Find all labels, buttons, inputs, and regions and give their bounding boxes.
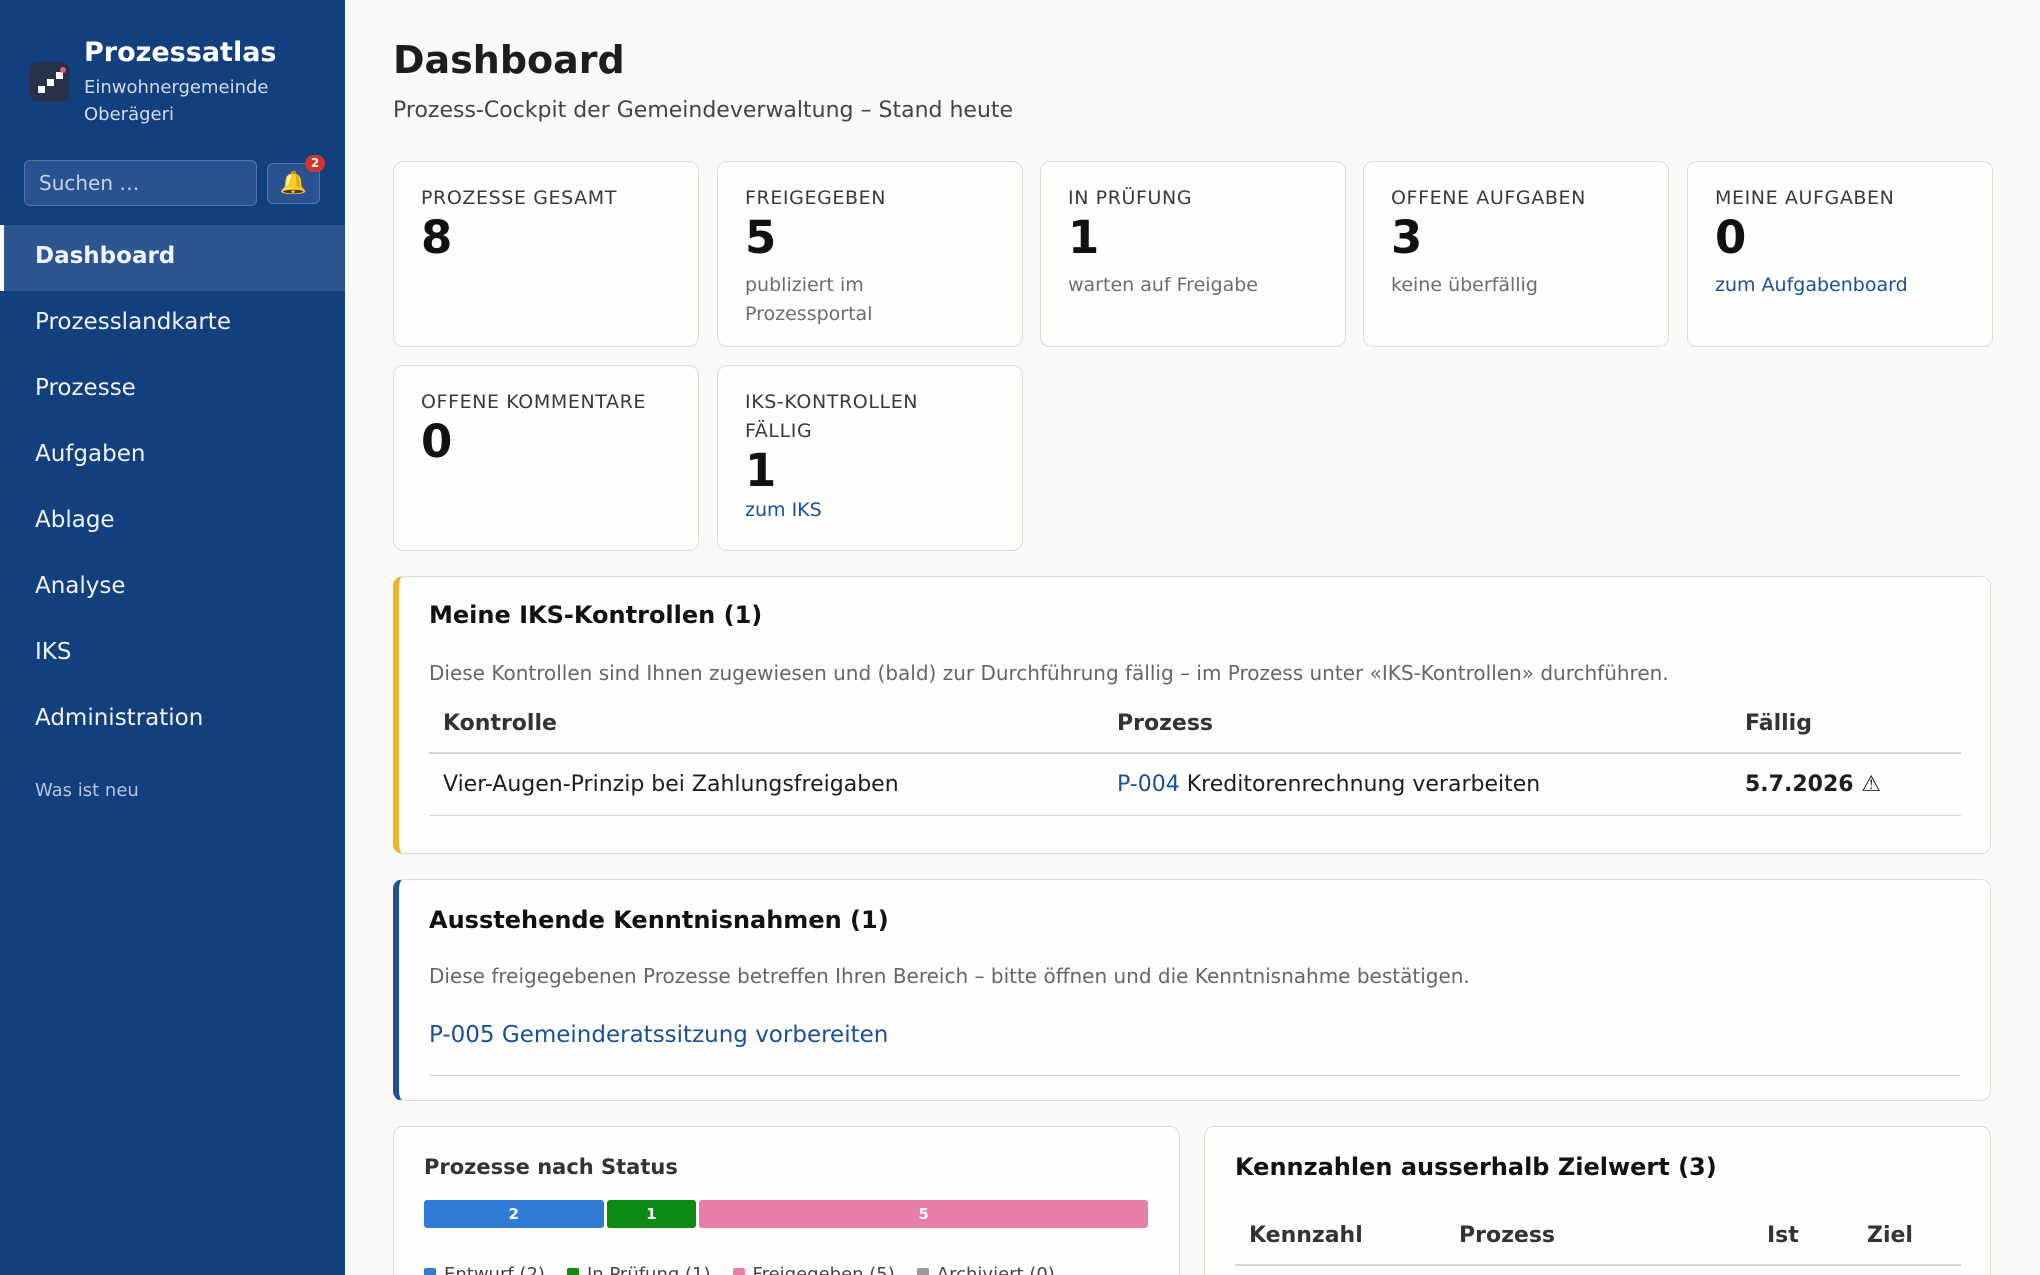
- nav-item-administration[interactable]: Administration: [35, 705, 204, 731]
- kpi-card-iks-kontrollen[interactable]: IKS-KONTROLLEN FÄLLIG 1 zum IKS: [717, 365, 1023, 551]
- nav-item-aufgaben[interactable]: Aufgaben: [35, 441, 146, 467]
- brand[interactable]: Prozessatlas Einwohnergemeinde Oberägeri: [30, 36, 304, 128]
- legend-item: In Prüfung (1): [567, 1264, 711, 1275]
- kontrolle-cell: Vier-Augen-Prinzip bei Zahlungsfreigaben: [429, 753, 1103, 816]
- kpi-card-offene-aufgaben[interactable]: OFFENE AUFGABEN 3 keine überfällig: [1363, 161, 1669, 347]
- nav-item-ablage[interactable]: Ablage: [35, 507, 115, 533]
- table-row[interactable]: Vier-Augen-Prinzip bei Zahlungsfreigaben…: [429, 753, 1961, 816]
- kpi-value: 1: [1068, 211, 1100, 264]
- kpi-value: 3: [1391, 211, 1423, 264]
- process-name: Kreditorenrechnung verarbeiten: [1186, 771, 1541, 797]
- kpi-label: OFFENE KOMMENTARE: [421, 391, 646, 413]
- legend-item: Freigegeben (5): [733, 1264, 895, 1275]
- page-title: Dashboard: [393, 38, 625, 82]
- kpi-label: PROZESSE GESAMT: [421, 187, 617, 209]
- legend-item: Archiviert (0): [917, 1264, 1055, 1275]
- kpi-card-offene-kommentare[interactable]: OFFENE KOMMENTARE 0: [393, 365, 699, 551]
- kpi-value: 5: [745, 211, 777, 264]
- kpi-value: 0: [421, 415, 453, 468]
- search-input[interactable]: [24, 160, 257, 206]
- notification-badge: 2: [305, 155, 325, 172]
- acknowledgement-process-link[interactable]: P-005 Gemeinderatssitzung vorbereiten: [429, 1022, 889, 1048]
- kpi-card-freigegeben[interactable]: FREIGEGEBEN 5 publiziert im Prozessporta…: [717, 161, 1023, 347]
- column-header-kennzahl[interactable]: Kennzahl: [1235, 1207, 1445, 1266]
- kpi-card-prozesse-gesamt[interactable]: PROZESSE GESAMT 8: [393, 161, 699, 347]
- status-legend: Entwurf (2) In Prüfung (1) Freigegeben (5)…: [424, 1264, 1055, 1275]
- column-header-prozess[interactable]: Prozess: [1103, 695, 1731, 754]
- column-header-faellig[interactable]: Fällig: [1731, 695, 1961, 754]
- nav-item-prozesslandkarte[interactable]: Prozesslandkarte: [35, 309, 231, 335]
- kpi-card-in-pruefung[interactable]: IN PRÜFUNG 1 warten auf Freigabe: [1040, 161, 1346, 347]
- nav-item-prozesse[interactable]: Prozesse: [35, 375, 136, 401]
- whats-new-link[interactable]: Was ist neu: [35, 780, 139, 801]
- kpi-label: FREIGEGEBEN: [745, 187, 887, 209]
- kpi-note: publiziert im Prozessportal: [745, 274, 873, 325]
- status-segment[interactable]: 2: [424, 1200, 604, 1228]
- column-header-kontrolle[interactable]: Kontrolle: [429, 695, 1103, 754]
- column-header-ist[interactable]: Ist: [1753, 1207, 1853, 1266]
- nav-item-dashboard[interactable]: Dashboard: [0, 225, 345, 291]
- nav-item-iks[interactable]: IKS: [35, 639, 72, 665]
- iks-link[interactable]: zum IKS: [745, 499, 822, 521]
- kpi-value: 8: [421, 211, 453, 264]
- nav-item-analyse[interactable]: Analyse: [35, 573, 126, 599]
- iks-panel-title: Meine IKS-Kontrollen (1): [429, 601, 763, 629]
- bell-icon: 🔔: [279, 171, 308, 196]
- column-header-prozess[interactable]: Prozess: [1445, 1207, 1753, 1266]
- app-logo-icon: [30, 62, 70, 102]
- main-nav: Dashboard Prozesslandkarte Prozesse Aufg…: [0, 225, 345, 753]
- column-header-ziel[interactable]: Ziel: [1853, 1207, 1961, 1266]
- page-subtitle: Prozess-Cockpit der Gemeindeverwaltung –…: [393, 98, 1014, 123]
- acknowledgements-panel: Ausstehende Kenntnisnahmen (1) Diese fre…: [393, 879, 1991, 1101]
- status-segment[interactable]: 1: [606, 1200, 697, 1228]
- sidebar: Prozessatlas Einwohnergemeinde Oberägeri…: [0, 0, 345, 1275]
- app-subtitle: Einwohnergemeinde Oberägeri: [84, 77, 269, 125]
- status-card-title: Prozesse nach Status: [424, 1155, 678, 1179]
- iks-table: Kontrolle Prozess Fällig Vier-Augen-Prin…: [429, 695, 1961, 816]
- kpi-value: 1: [745, 444, 777, 497]
- status-segment[interactable]: 5: [699, 1200, 1148, 1228]
- kennzahlen-title: Kennzahlen ausserhalb Zielwert (3): [1235, 1153, 1717, 1181]
- acknowledgements-description: Diese freigegebenen Prozesse betreffen I…: [429, 964, 1470, 988]
- divider: [429, 1075, 1961, 1076]
- kpi-note: warten auf Freigabe: [1068, 274, 1258, 296]
- kpi-card-meine-aufgaben[interactable]: MEINE AUFGABEN 0 zum Aufgabenboard: [1687, 161, 1993, 347]
- kpi-label: IN PRÜFUNG: [1068, 187, 1193, 209]
- kpi-label: IKS-KONTROLLEN FÄLLIG: [745, 391, 919, 442]
- kpi-note: keine überfällig: [1391, 274, 1538, 296]
- kpi-label: OFFENE AUFGABEN: [1391, 187, 1586, 209]
- kennzahlen-table: Kennzahl Prozess Ist Ziel: [1235, 1207, 1961, 1266]
- iks-panel: Meine IKS-Kontrollen (1) Diese Kontrolle…: [393, 576, 1991, 854]
- notifications-button[interactable]: 🔔 2: [267, 155, 325, 204]
- iks-panel-description: Diese Kontrollen sind Ihnen zugewiesen u…: [429, 661, 1669, 685]
- prozess-cell: P-004 Kreditorenrechnung verarbeiten: [1103, 753, 1731, 816]
- process-link[interactable]: P-004: [1117, 771, 1180, 797]
- kennzahlen-card: Kennzahlen ausserhalb Zielwert (3) Kennz…: [1204, 1126, 1991, 1275]
- due-date-cell: 5.7.2026 ⚠: [1731, 753, 1961, 816]
- legend-item: Entwurf (2): [424, 1264, 545, 1275]
- kpi-value: 0: [1715, 211, 1747, 264]
- acknowledgements-title: Ausstehende Kenntnisnahmen (1): [429, 906, 889, 934]
- kpi-label: MEINE AUFGABEN: [1715, 187, 1895, 209]
- app-title: Prozessatlas: [84, 37, 277, 68]
- aufgabenboard-link[interactable]: zum Aufgabenboard: [1715, 274, 1908, 296]
